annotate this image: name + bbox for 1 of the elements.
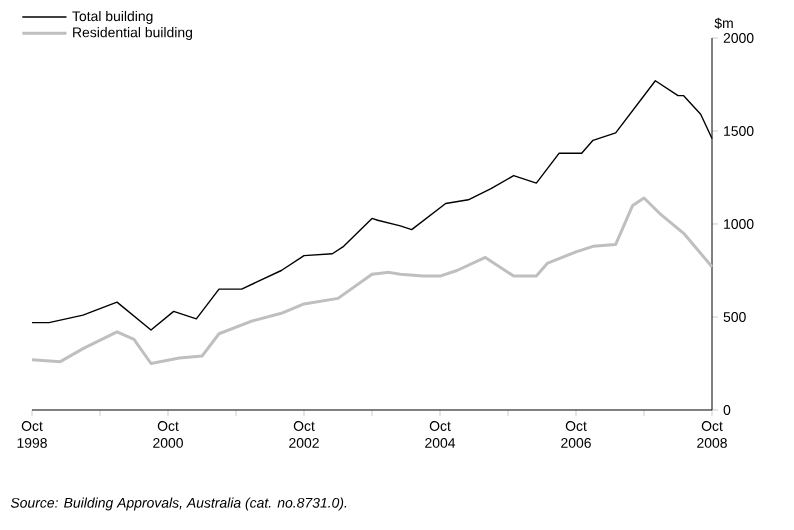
line-series <box>30 196 714 365</box>
